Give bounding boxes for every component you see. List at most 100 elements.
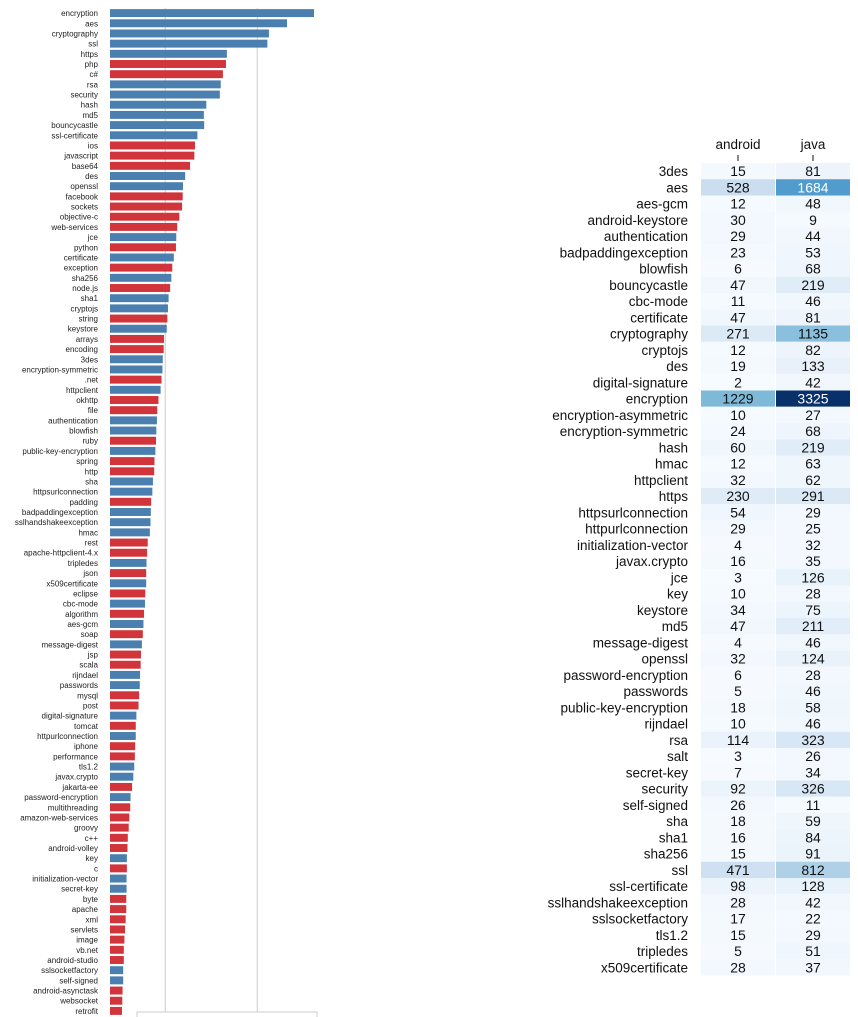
bar-soap: [110, 630, 143, 639]
heatmap-row-encryption-asymmetric: encryption-asymmetric: [552, 408, 688, 423]
bar-label-jce: jce: [87, 233, 99, 242]
bar-label-cryptography: cryptography: [52, 29, 98, 38]
heatmap-cell-ssl-java: [776, 861, 850, 878]
heatmap-value-encryption-android: 1229: [722, 391, 753, 407]
heatmap-column-java: java: [800, 137, 826, 152]
bar-label-3des: 3des: [81, 355, 98, 364]
heatmap-value-sha256-java: 91: [805, 846, 821, 862]
heatmap-cell-ssl-android: [701, 861, 775, 878]
heatmap-value-aes-java: 1684: [797, 179, 828, 195]
heatmap-cell-javax-crypto-android: [701, 553, 775, 570]
bar-label-public-key-encryption: public-key-encryption: [22, 447, 98, 456]
bar-label-sha256: sha256: [72, 274, 99, 283]
heatmap-value-jce-android: 3: [734, 569, 742, 585]
heatmap-row-httpclient: httpclient: [634, 473, 688, 488]
bar-label-scala: scala: [79, 661, 98, 670]
heatmap-value-security-android: 92: [730, 781, 746, 797]
heatmap-cell-sslsocketfactory-android: [701, 910, 775, 927]
heatmap-cell-rsa-java: [776, 731, 850, 748]
bar-label-blowfish: blowfish: [69, 427, 98, 436]
bar-sha: [110, 477, 153, 486]
heatmap-value-sha1-java: 84: [805, 829, 821, 845]
heatmap-value-tripledes-java: 51: [805, 943, 821, 959]
heatmap-row-message-digest: message-digest: [593, 635, 689, 650]
bar-label-security: security: [70, 91, 98, 100]
heatmap-value-authentication-java: 44: [805, 228, 821, 244]
heatmap-cell-tls1-2-java: [776, 926, 850, 943]
bar-label-c: c#: [90, 70, 99, 79]
heatmap-value-https-java: 291: [801, 488, 825, 504]
heatmap-value-x509certificate-java: 37: [805, 959, 821, 975]
bar-label-x509certificate: x509certificate: [46, 579, 98, 588]
heatmap-row-rsa: rsa: [669, 733, 688, 748]
heatmap-value-certificate-android: 47: [730, 309, 746, 325]
bar-label-ssl: ssl: [88, 40, 98, 49]
heatmap-cell-key-android: [701, 585, 775, 602]
heatmap-value-sha-java: 59: [805, 813, 821, 829]
heatmap-value-security-java: 326: [801, 781, 825, 797]
heatmap-value-tls1-2-java: 29: [805, 927, 821, 943]
bar-label-retrofit: retrofit: [75, 1007, 98, 1016]
bar-label-spring: spring: [76, 457, 98, 466]
legend-box: [136, 1011, 318, 1017]
heatmap-value-tripledes-android: 5: [734, 943, 742, 959]
heatmap-value-httpurlconnection-android: 29: [730, 521, 746, 537]
bar-rijndael: [110, 670, 141, 679]
heatmap-value-sslsocketfactory-android: 17: [730, 911, 746, 927]
heatmap-cell-certificate-android: [701, 309, 775, 326]
heatmap-value-httpsurlconnection-java: 29: [805, 504, 821, 520]
bar-label-php: php: [85, 60, 99, 69]
heatmap-row-blowfish: blowfish: [639, 262, 688, 277]
heatmap-row-password-encryption: password-encryption: [563, 668, 688, 683]
heatmap-value-message-digest-java: 46: [805, 634, 821, 650]
bar-eclipse: [110, 589, 146, 598]
bar-aes: [110, 19, 288, 28]
bar-3des: [110, 355, 163, 364]
heatmap-value-sha1-android: 16: [730, 829, 746, 845]
heatmap-row-tls1-2: tls1.2: [656, 928, 688, 943]
bar-label-websocket: websocket: [59, 997, 99, 1006]
bar-label-des: des: [85, 172, 98, 181]
heatmap-cell-passwords-android: [701, 683, 775, 700]
heatmap-value-cryptojs-android: 12: [730, 342, 746, 358]
bar-label-digital-signature: digital-signature: [42, 712, 99, 721]
bar-label-apache: apache: [72, 905, 99, 914]
bar-label-net: .net: [85, 376, 99, 385]
bar-label-python: python: [74, 243, 98, 252]
bar-c: [110, 864, 127, 873]
bar-label-multithreading: multithreading: [48, 803, 98, 812]
heatmap-cell-authentication-java: [776, 228, 850, 245]
bar-python: [110, 243, 176, 252]
bar-label-tls1-2: tls1.2: [79, 763, 99, 772]
heatmap-cell-android-keystore-java: [776, 211, 850, 228]
heatmap-cell-md5-java: [776, 618, 850, 635]
heatmap-value-android-keystore-java: 9: [809, 212, 817, 228]
heatmap-cell-encryption-asymmetric-android: [701, 406, 775, 423]
bar-ssl-certificate: [110, 131, 198, 140]
bar-net: [110, 375, 162, 384]
heatmap-value-md5-android: 47: [730, 618, 746, 634]
bar-label-string: string: [78, 315, 98, 324]
heatmap-cell-keystore-java: [776, 601, 850, 618]
bar-label-soap: soap: [81, 630, 99, 639]
heatmap-cell-3des-java: [776, 163, 850, 180]
bar-label-sslhandshakeexception: sslhandshakeexception: [15, 518, 98, 527]
heatmap-value-openssl-android: 32: [730, 651, 746, 667]
bar-keystore: [110, 324, 167, 333]
heatmap-cell-badpaddingexception-android: [701, 244, 775, 261]
bar-label-sha: sha: [85, 477, 98, 486]
heatmap-cell-aes-gcm-java: [776, 195, 850, 212]
heatmap-value-cryptography-android: 271: [726, 326, 750, 342]
heatmap-value-sha-android: 18: [730, 813, 746, 829]
bar-httpurlconnection: [110, 732, 136, 740]
heatmap-cell-tls1-2-android: [701, 926, 775, 943]
heatmap-value-sslhandshakeexception-java: 42: [805, 894, 821, 910]
heatmap-value-password-encryption-android: 6: [734, 667, 742, 683]
heatmap-cell-salt-android: [701, 748, 775, 765]
bar-public-key-encryption: [110, 446, 156, 455]
bar-label-algorithm: algorithm: [65, 610, 98, 619]
heatmap-cell-sha1-java: [776, 829, 850, 846]
bar-label-self-signed: self-signed: [59, 976, 98, 985]
heatmap-cell-keystore-android: [701, 601, 775, 618]
bar-label-apache-httpclient-4-x: apache-httpclient-4.x: [24, 549, 98, 558]
